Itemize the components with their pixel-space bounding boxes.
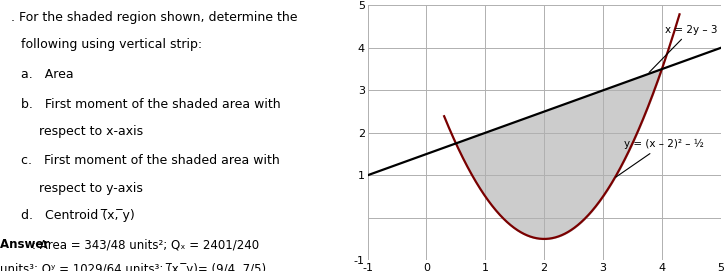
Text: respect to x-axis: respect to x-axis — [39, 125, 143, 138]
Text: following using vertical strip:: following using vertical strip: — [21, 38, 202, 51]
Text: respect to y-axis: respect to y-axis — [39, 182, 143, 195]
Text: d.   Centroid (̅x, ̅y): d. Centroid (̅x, ̅y) — [21, 209, 135, 222]
Text: x = 2y – 3: x = 2y – 3 — [649, 25, 717, 72]
Text: . For the shaded region shown, determine the: . For the shaded region shown, determine… — [11, 11, 297, 24]
Text: c.   First moment of the shaded area with: c. First moment of the shaded area with — [21, 154, 280, 167]
Text: y = (x – 2)² – ½: y = (x – 2)² – ½ — [616, 139, 703, 177]
Text: units³; Qʸ = 1029/64 units³; (̅x, ̅y)= (9/4, 7/5): units³; Qʸ = 1029/64 units³; (̅x, ̅y)= (… — [0, 263, 266, 271]
Text: b.   First moment of the shaded area with: b. First moment of the shaded area with — [21, 98, 281, 111]
Text: : Area = 343/48 units²; Qₓ = 2401/240: : Area = 343/48 units²; Qₓ = 2401/240 — [33, 238, 260, 251]
Text: ​Answer: ​Answer — [0, 238, 50, 251]
Text: a.   Area: a. Area — [21, 68, 74, 81]
